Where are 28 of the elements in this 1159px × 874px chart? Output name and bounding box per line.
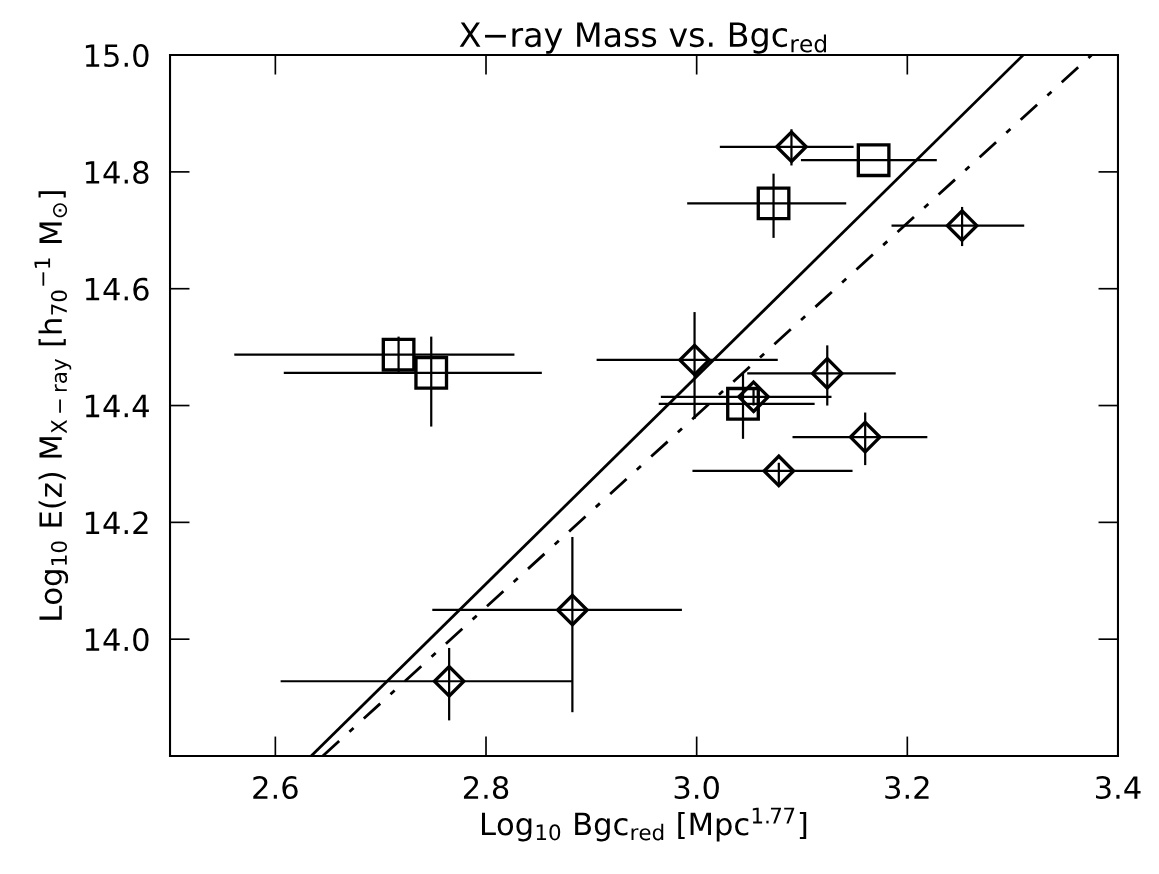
point [737,380,770,414]
point [432,664,466,698]
x-tick-label: 3.2 [885,775,929,800]
point [775,130,808,164]
point [678,343,711,377]
y-tick-label: 14.8 [85,160,149,184]
point [762,454,796,488]
y-tick-label: 15.0 [85,43,149,68]
text: Log$_{10}$ E(z) M$_{X−ray}$ [h$_{70}$$^{−1}$ M$_{⊙}$] [34,191,72,620]
point [945,209,979,243]
x-tick-label: 3.4 [1096,775,1141,800]
point [555,593,589,627]
point [414,355,449,390]
chart-title: X−ray Mass vs. Bgc$_{red}$ [459,22,826,54]
x-tick-label: 2.6 [253,775,298,800]
x-axis-title: Log$_{10}$ Bgc$_{red}$ [Mpc$^{1.77}$] [482,807,807,842]
y-tick-label: 14.2 [85,511,148,534]
y-tick-label: 14.6 [85,277,149,301]
y-tick-label: 14.0 [85,628,149,652]
y-tick-label: 14.4 [85,394,149,418]
point [848,420,882,454]
point [756,186,791,221]
point [856,143,891,178]
point [381,337,416,372]
point [726,386,760,421]
x-tick-label: 3.0 [674,775,719,800]
x-tick-label: 2.8 [463,775,509,800]
point [810,357,844,390]
